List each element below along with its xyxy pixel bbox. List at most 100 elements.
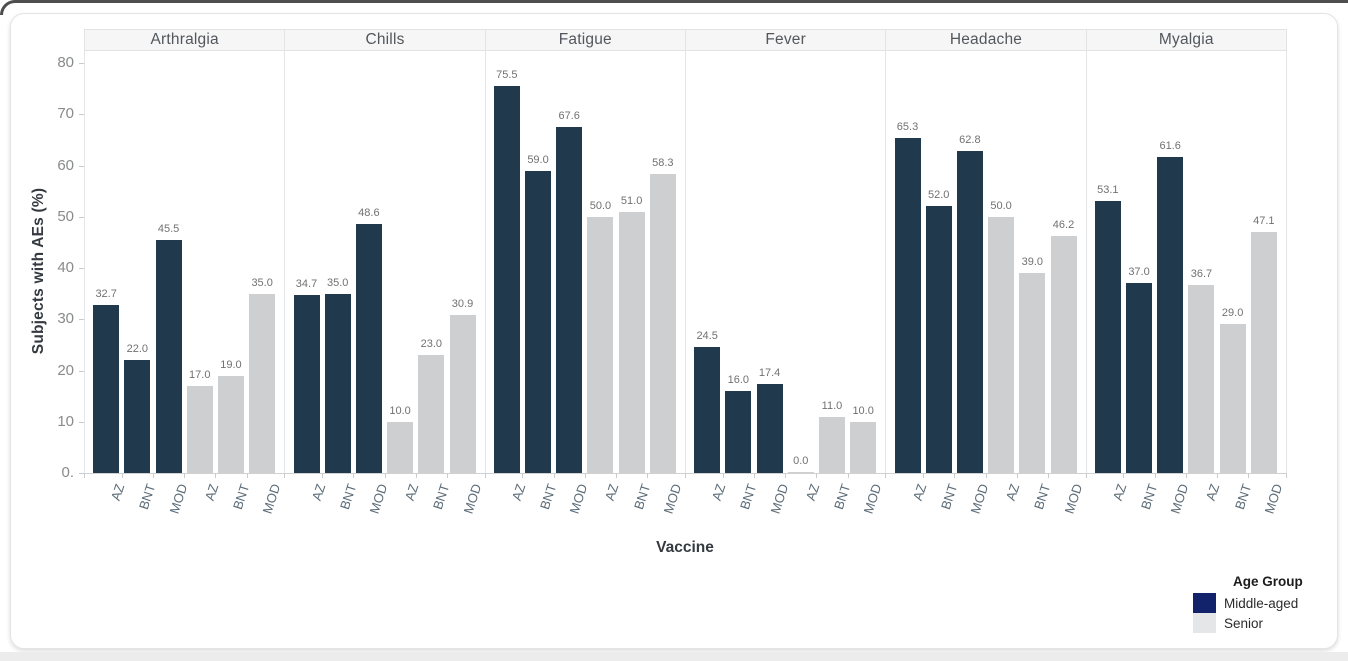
x-tick-label: MOD [1061, 482, 1085, 516]
x-axis-tick [121, 474, 123, 478]
y-tick-label: 80 [57, 54, 74, 71]
y-axis-tick [79, 114, 84, 116]
bar-value-label: 53.1 [1097, 184, 1119, 196]
x-tick-label: MOD [767, 482, 791, 516]
y-tick-label: 40 [57, 259, 74, 276]
x-tick-label: MOD [967, 482, 992, 516]
x-axis-tick [246, 474, 248, 478]
bar-value-label: 10.0 [852, 405, 874, 417]
legend-title: Age Group [1233, 574, 1303, 589]
x-axis-tick [284, 474, 286, 478]
bar-myalgia-middle-aged-bnt [1126, 283, 1153, 473]
bar-value-label: 62.8 [959, 134, 981, 146]
bar-value-label: 51.0 [620, 195, 643, 207]
bar-chills-senior-bnt [418, 355, 445, 473]
x-tick-label: BNT [430, 482, 453, 512]
bar-value-label: 65.3 [896, 121, 919, 133]
x-axis-tick [152, 474, 154, 478]
x-tick-label: BNT [229, 482, 253, 512]
x-axis-tick [923, 474, 925, 478]
bar-value-label: 61.6 [1159, 140, 1181, 152]
bar-fatigue-senior-bnt [618, 212, 645, 473]
x-tick-label: MOD [1261, 482, 1286, 516]
x-axis-tick [1047, 474, 1049, 478]
x-axis-tick [1185, 474, 1187, 478]
bar-value-label: 35.0 [251, 277, 273, 289]
x-tick-label: AZ [1203, 482, 1223, 503]
x-axis-tick [685, 474, 686, 478]
bar-value-label: 30.9 [451, 298, 474, 310]
bar-headache-senior-bnt [1019, 273, 1046, 473]
x-axis-tick [215, 474, 217, 478]
y-tick-label: 20 [57, 361, 74, 379]
x-axis-tick [847, 474, 849, 478]
legend-label-middle-aged: Middle-aged [1224, 595, 1299, 611]
facet-header-headache: Headache [885, 29, 1087, 51]
x-tick-label: BNT [737, 482, 760, 512]
bar-myalgia-middle-aged-mod [1157, 157, 1184, 473]
x-axis-tick [322, 474, 324, 478]
x-axis-tick [722, 474, 724, 478]
x-tick-label: AZ [802, 482, 823, 503]
bar-value-label: 29.0 [1221, 307, 1244, 319]
x-tick-label: AZ [909, 482, 929, 503]
y-tick-label: 70 [57, 105, 74, 123]
bar-arthralgia-middle-aged-az [93, 305, 120, 473]
x-axis-tick [384, 474, 386, 478]
bar-fever-senior-az [787, 472, 814, 473]
bar-chills-middle-aged-az [293, 295, 320, 473]
bar-arthralgia-middle-aged-bnt [124, 360, 151, 473]
bar-myalgia-senior-bnt [1219, 324, 1246, 473]
x-tick-label: BNT [830, 482, 854, 512]
x-axis-tick [816, 474, 818, 478]
facet-header-chills: Chills [284, 29, 486, 51]
x-axis-tick [553, 474, 555, 478]
bar-value-label: 52.0 [927, 189, 950, 201]
bar-myalgia-middle-aged-az [1094, 201, 1121, 473]
bar-value-label: 0.0 [793, 455, 809, 467]
y-axis-tick [79, 473, 84, 474]
x-tick-label: AZ [108, 482, 128, 503]
bar-value-label: 50.0 [589, 200, 612, 212]
legend: Age Group Middle-aged Senior [1193, 574, 1333, 633]
x-tick-label: MOD [460, 482, 484, 516]
x-tick-label: BNT [937, 482, 960, 512]
x-tick-label: MOD [1167, 482, 1192, 516]
facet-header-fatigue: Fatigue [484, 29, 686, 51]
x-axis-tick [446, 474, 448, 478]
x-tick-label: BNT [1137, 482, 1161, 512]
facet-header-arthralgia: Arthralgia [84, 29, 286, 51]
x-axis-title: Vaccine [656, 539, 714, 556]
bar-arthralgia-senior-bnt [217, 376, 244, 473]
bar-chills-middle-aged-bnt [324, 294, 351, 473]
bar-value-label: 19.0 [220, 359, 242, 371]
bar-headache-senior-az [988, 217, 1015, 473]
bar-myalgia-senior-mod [1250, 232, 1277, 473]
legend-swatch-senior [1193, 613, 1216, 633]
bar-value-label: 11.0 [821, 400, 843, 412]
x-tick-label: MOD [366, 482, 391, 516]
x-tick-label: AZ [1109, 482, 1130, 503]
bar-value-label: 22.0 [126, 343, 149, 355]
x-axis-tick [584, 474, 586, 478]
bar-arthralgia-senior-mod [249, 294, 276, 473]
faceted-bar-chart: Subjects with AEs (%) Vaccine Age Group … [11, 14, 1337, 648]
x-tick-label: AZ [508, 482, 529, 503]
y-axis-tick [79, 319, 84, 321]
x-axis-tick [1154, 474, 1156, 478]
bar-value-label: 37.0 [1128, 266, 1150, 278]
x-axis-tick [1085, 474, 1087, 478]
bar-value-label: 48.6 [358, 207, 380, 219]
x-tick-label: BNT [136, 482, 159, 512]
bar-value-label: 36.7 [1190, 268, 1213, 280]
x-tick-label: AZ [1002, 482, 1023, 503]
x-axis-tick [954, 474, 956, 478]
bar-fatigue-middle-aged-mod [556, 127, 583, 473]
y-tick-label: 60 [57, 156, 74, 174]
x-tick-label: BNT [536, 482, 560, 512]
bar-chills-middle-aged-mod [355, 224, 382, 473]
x-axis-tick [885, 474, 887, 478]
x-axis-tick [484, 474, 486, 478]
y-axis-tick [79, 421, 84, 423]
bar-value-label: 45.5 [157, 223, 180, 235]
